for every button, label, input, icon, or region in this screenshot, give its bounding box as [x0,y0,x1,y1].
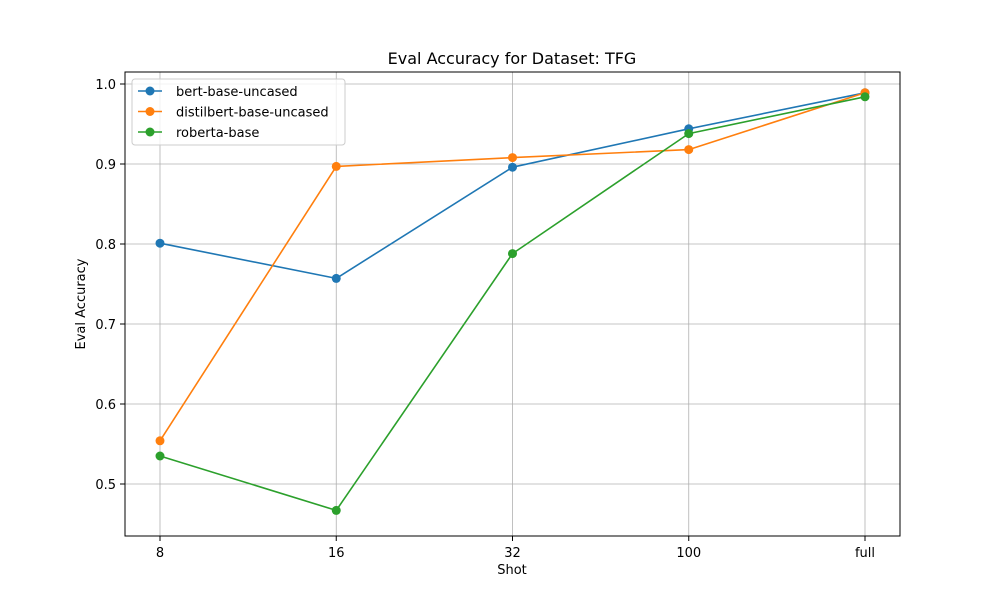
y-tick-label: 0.8 [95,238,116,253]
series-layer [155,88,870,515]
data-point [155,238,165,248]
data-point [331,273,341,283]
legend-label-2: roberta-base [176,126,259,141]
y-tick-label: 0.9 [95,158,116,173]
x-axis-label: Shot [497,563,527,578]
legend-marker-2 [145,127,155,137]
data-point [155,436,165,446]
legend: bert-base-uncased distilbert-base-uncased… [131,78,346,146]
x-tick-label: 32 [504,546,521,561]
y-tick-label: 0.7 [95,318,116,333]
data-point [331,161,341,171]
y-tick-label: 0.6 [95,398,116,413]
legend-marker-0 [145,86,155,96]
x-tick-label: 8 [156,546,164,561]
y-tick-label: 1.0 [95,78,116,93]
x-axis-ticks: 8 16 32 100 full [156,536,875,561]
legend-label-1: distilbert-base-uncased [176,106,329,121]
data-point [860,92,870,102]
data-point [684,129,694,139]
legend-box [131,78,346,146]
legend-marker-1 [145,107,155,116]
legend-label-0: bert-base-uncased [176,85,298,100]
y-axis-label: Eval Accuracy [74,258,89,349]
chart-title: Eval Accuracy for Dataset: TFG [388,49,637,68]
data-point [508,153,517,163]
data-point [508,162,517,172]
x-tick-label: full [855,546,875,561]
x-tick-label: 100 [676,546,701,561]
data-point [508,249,517,259]
legend-items: bert-base-uncased distilbert-base-uncased… [138,85,329,141]
data-point [684,145,694,155]
y-tick-label: 0.5 [95,478,116,493]
data-point [155,451,165,461]
y-axis-ticks: 0.5 0.6 0.7 0.8 0.9 1.0 [95,78,125,493]
data-point [331,505,341,515]
x-tick-label: 16 [328,546,345,561]
